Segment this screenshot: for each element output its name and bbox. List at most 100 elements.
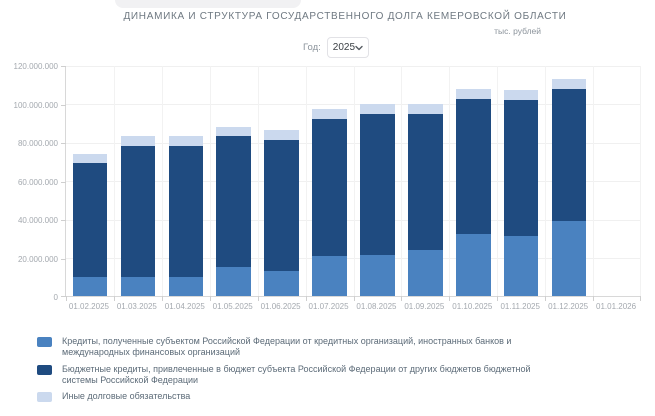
bar-segment-3[interactable]: [312, 109, 347, 119]
bar-segment-2[interactable]: [360, 114, 395, 255]
bar-segment-3[interactable]: [216, 126, 251, 137]
x-axis-tick: [640, 296, 641, 301]
year-select-value: 2025: [332, 42, 356, 53]
bar-segment-3[interactable]: [503, 90, 539, 101]
bar-segment-1[interactable]: [456, 234, 491, 296]
bar-segment-2[interactable]: [408, 114, 443, 250]
bar-segment-1[interactable]: [408, 249, 443, 296]
legend-item-label: Бюджетные кредиты, привлеченные в бюджет…: [62, 363, 531, 385]
chart-title: ДИНАМИКА И СТРУКТУРА ГОСУДАРСТВЕННОГО ДО…: [123, 11, 567, 22]
x-axis-tick: [305, 296, 307, 301]
bar-segment-3[interactable]: [168, 136, 204, 146]
gridline-horizontal: [66, 219, 640, 221]
x-axis-tick: [401, 296, 403, 301]
bar-segment-2[interactable]: [264, 140, 299, 271]
y-axis-tick-label: 120.000.000: [13, 62, 59, 71]
x-axis-tick: [593, 296, 595, 301]
gridline-horizontal: [66, 104, 640, 105]
bar-segment-1[interactable]: [168, 276, 204, 296]
legend-item-label: Кредиты, полученные субъектом Российской…: [62, 336, 512, 358]
x-axis-tick: [66, 296, 67, 301]
y-axis-tick-label: 20.000.000: [17, 254, 58, 264]
bar-segment-1[interactable]: [503, 235, 539, 296]
bar-segment-2[interactable]: [551, 89, 587, 221]
bar-segment-3[interactable]: [456, 89, 491, 100]
year-control: Год: 2025: [303, 37, 369, 58]
bar-segment-1[interactable]: [72, 276, 108, 296]
legend-swatch-icon: [37, 392, 52, 402]
legend-item-2[interactable]: Бюджетные кредиты, привлеченные в бюджет…: [37, 364, 617, 387]
x-axis-tick-label: 01.12.2025: [548, 302, 589, 311]
gridline-horizontal: [66, 142, 640, 144]
x-axis-tick-label: 01.06.2025: [260, 302, 301, 311]
bar-segment-1[interactable]: [120, 276, 156, 296]
y-axis-tick: [61, 296, 66, 297]
legend-item-3[interactable]: Иные долговые обязательства: [37, 391, 617, 402]
chart-plot-area: [61, 66, 641, 301]
bar-segment-3[interactable]: [264, 130, 299, 141]
bar-segment-2[interactable]: [216, 136, 251, 268]
year-label: Год:: [303, 42, 321, 53]
gridline-horizontal: [66, 258, 640, 259]
bar-segment-3[interactable]: [551, 79, 587, 90]
y-axis-tick-label: 40.000.000: [17, 216, 58, 225]
x-axis-tick-label: 01.01.2026: [596, 302, 637, 311]
bar-segment-3[interactable]: [360, 104, 395, 115]
y-axis-tick-label: 0: [53, 293, 58, 302]
bar-segment-1[interactable]: [360, 254, 395, 296]
bar-segment-1[interactable]: [551, 220, 587, 296]
y-axis-tick: [61, 181, 66, 183]
gridline-vertical: [257, 66, 259, 296]
y-axis-tick-label: 100.000.000: [13, 100, 59, 110]
y-axis-tick-label: 60.000.000: [17, 177, 58, 187]
gridline-vertical: [640, 66, 641, 296]
bar-segment-2[interactable]: [72, 163, 108, 277]
gridline-vertical: [353, 66, 355, 296]
y-axis-tick: [61, 220, 66, 221]
y-axis-tick: [61, 104, 66, 106]
x-axis-tick: [113, 296, 115, 301]
bar-segment-2[interactable]: [312, 118, 347, 256]
x-axis-tick-label: 01.10.2025: [452, 302, 493, 311]
legend-swatch-icon: [37, 364, 52, 375]
legend-item-label: Иные долговые обязательства: [62, 391, 191, 401]
legend-item-1[interactable]: Кредиты, полученные субъектом Российской…: [37, 336, 617, 359]
x-axis-tick: [545, 296, 547, 301]
gridline-vertical: [161, 66, 163, 296]
bar-segment-2[interactable]: [503, 100, 539, 236]
x-axis-tick: [209, 296, 211, 301]
bar-segment-2[interactable]: [168, 145, 204, 277]
y-axis-tick: [61, 66, 66, 67]
gridline-horizontal: [66, 66, 640, 67]
x-axis-tick-label: 01.08.2025: [356, 302, 397, 311]
bar-segment-2[interactable]: [456, 99, 491, 235]
gridline-vertical: [401, 66, 403, 296]
bar-segment-3[interactable]: [408, 104, 443, 115]
gridline-vertical: [449, 66, 451, 296]
x-axis-tick: [497, 296, 499, 301]
year-select[interactable]: 2025: [326, 37, 369, 58]
x-axis-tick: [161, 296, 163, 301]
x-axis-tick: [257, 296, 259, 301]
bar-segment-2[interactable]: [120, 145, 156, 277]
gridline-vertical: [113, 66, 115, 296]
bar-segment-1[interactable]: [216, 267, 251, 296]
gridline-vertical: [305, 66, 307, 296]
x-axis-tick: [353, 296, 355, 301]
x-axis-labels: 01.02.2025 01.03.2025 01.04.2025 01.05.2025…: [65, 302, 640, 314]
gridline-vertical: [497, 66, 499, 296]
bar-segment-3[interactable]: [120, 136, 156, 146]
gridline-vertical: [593, 66, 595, 296]
x-axis-tick-label: 01.04.2025: [164, 302, 205, 311]
gridline-horizontal: [66, 181, 640, 182]
x-axis-tick-label: 01.09.2025: [404, 302, 445, 311]
bar-segment-1[interactable]: [312, 255, 347, 296]
x-axis-tick-label: 01.02.2025: [68, 302, 109, 311]
chart-legend: Кредиты, полученные субъектом Российской…: [37, 336, 617, 402]
bar-segment-1[interactable]: [264, 270, 299, 296]
y-axis-labels: 0 20.000.000 40.000.000 60.000.000 80.000.00…: [0, 62, 59, 302]
bar-segment-3[interactable]: [72, 153, 108, 164]
chevron-down-icon: [355, 45, 363, 51]
chart-units-label: тыс. рублей: [494, 26, 541, 36]
gridline-vertical: [209, 66, 211, 296]
